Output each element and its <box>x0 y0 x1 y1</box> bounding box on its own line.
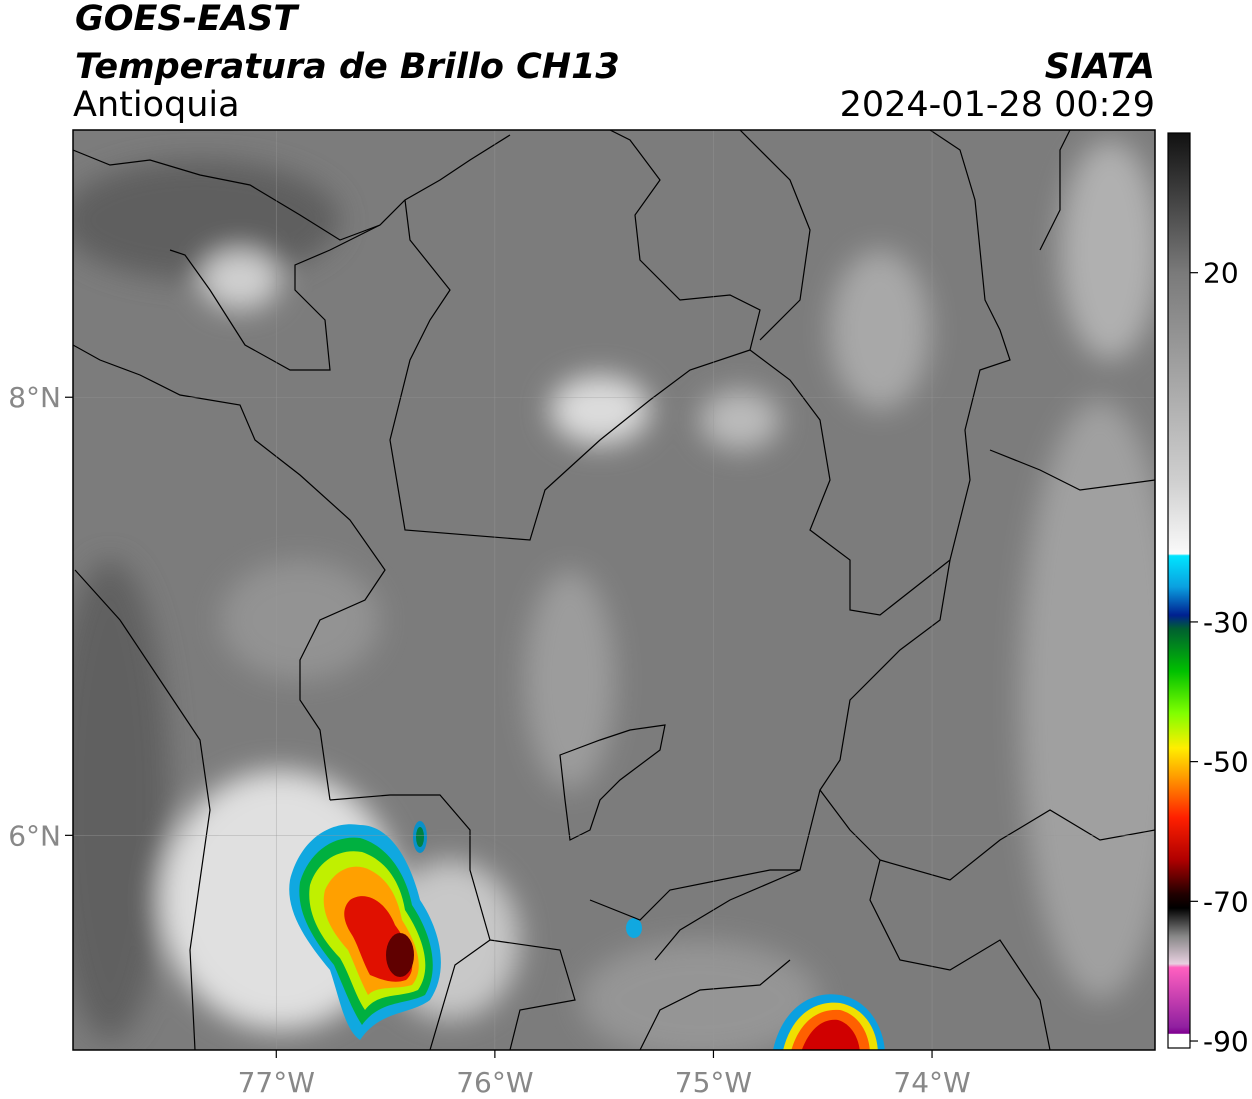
map-image <box>73 130 1155 1050</box>
lon-tick-label: 76°W <box>456 1066 533 1099</box>
datetime-label: 2024-01-28 00:29 <box>840 85 1155 125</box>
map-frame <box>72 129 1156 1051</box>
lon-tick-label: 75°W <box>675 1066 752 1099</box>
colorbar-tick-label: 20 <box>1203 257 1239 290</box>
colorbar-tick-label: -90 <box>1203 1025 1249 1058</box>
lat-tick-label: 8°N <box>8 381 61 414</box>
boundaries <box>73 130 1155 1050</box>
graticule <box>73 130 1155 1050</box>
lon-tick-label: 77°W <box>238 1066 315 1099</box>
colorbar-tick-label: -70 <box>1203 885 1249 918</box>
region-label: Antioquia <box>73 85 240 125</box>
colorbar <box>1167 132 1191 1049</box>
lon-tick-label: 74°W <box>893 1066 970 1099</box>
colorbar-tick-label: -50 <box>1203 746 1249 779</box>
colorbar-tick-label: -30 <box>1203 606 1249 639</box>
source-label: SIATA <box>1045 47 1155 87</box>
product-title: Temperatura de Brillo CH13 <box>75 47 620 87</box>
lat-tick-label: 6°N <box>8 819 61 852</box>
cloud-texture <box>73 140 1155 1050</box>
storm-cell <box>289 821 885 1050</box>
satellite-title: GOES-EAST <box>75 0 300 39</box>
